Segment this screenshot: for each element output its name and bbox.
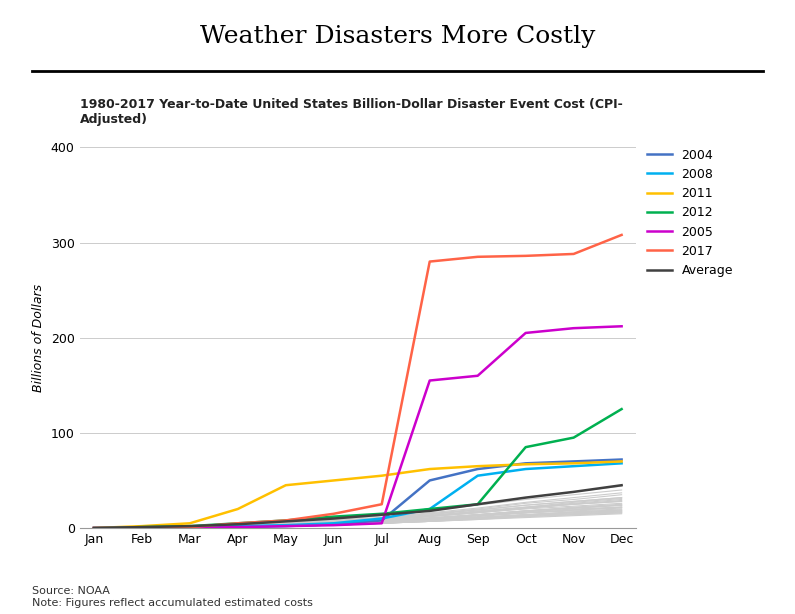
Text: Weather Disasters More Costly: Weather Disasters More Costly bbox=[200, 25, 595, 47]
Y-axis label: Billions of Dollars: Billions of Dollars bbox=[33, 284, 45, 392]
Text: 1980-2017 Year-to-Date United States Billion-Dollar Disaster Event Cost (CPI-
Ad: 1980-2017 Year-to-Date United States Bil… bbox=[80, 98, 622, 126]
Text: Source: NOAA
Note: Figures reflect accumulated estimated costs: Source: NOAA Note: Figures reflect accum… bbox=[32, 586, 312, 608]
Legend: 2004, 2008, 2011, 2012, 2005, 2017, Average: 2004, 2008, 2011, 2012, 2005, 2017, Aver… bbox=[642, 144, 738, 282]
